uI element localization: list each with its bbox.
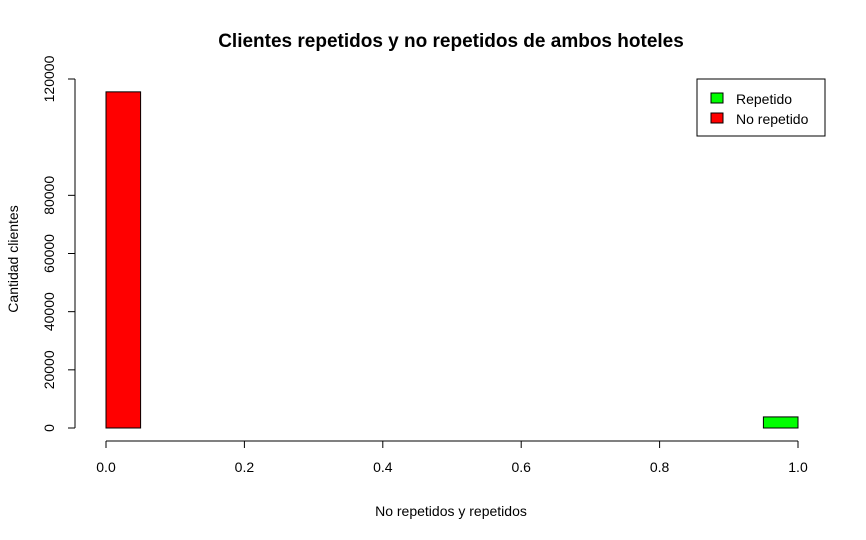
x-tick-label: 1.0: [788, 459, 808, 475]
y-tick-label: 0: [41, 424, 57, 432]
x-tick-label: 0.8: [650, 459, 670, 475]
y-tick-label: 120000: [41, 55, 57, 102]
legend-swatch-no-repetido: [710, 112, 724, 124]
y-tick-label: 20000: [41, 350, 57, 389]
x-axis: 0.0 0.2 0.4 0.6 0.8 1.0: [96, 440, 808, 475]
bars-group: [105, 91, 799, 429]
bar-repetido: [762, 416, 799, 429]
x-tick-label: 0.6: [511, 459, 531, 475]
y-tick-label: 60000: [41, 234, 57, 273]
y-tick-label: 40000: [41, 292, 57, 331]
bar-no-repetido: [105, 91, 142, 429]
x-tick-label: 0.4: [373, 459, 393, 475]
x-axis-label: No repetidos y repetidos: [375, 503, 527, 519]
chart-title: Clientes repetidos y no repetidos de amb…: [218, 31, 684, 52]
y-tick-label: 80000: [41, 176, 57, 215]
legend-swatch-repetido: [710, 92, 724, 104]
x-tick-label: 0.2: [235, 459, 255, 475]
legend: Repetido No repetido: [696, 78, 826, 137]
y-axis: 0 20000 40000 60000 80000 120000: [41, 55, 76, 432]
y-axis-label: Cantidad clientes: [5, 205, 21, 312]
legend-label-no-repetido: No repetido: [736, 111, 809, 127]
legend-box: [696, 78, 826, 137]
legend-label-repetido: Repetido: [736, 91, 792, 107]
x-tick-label: 0.0: [96, 459, 116, 475]
